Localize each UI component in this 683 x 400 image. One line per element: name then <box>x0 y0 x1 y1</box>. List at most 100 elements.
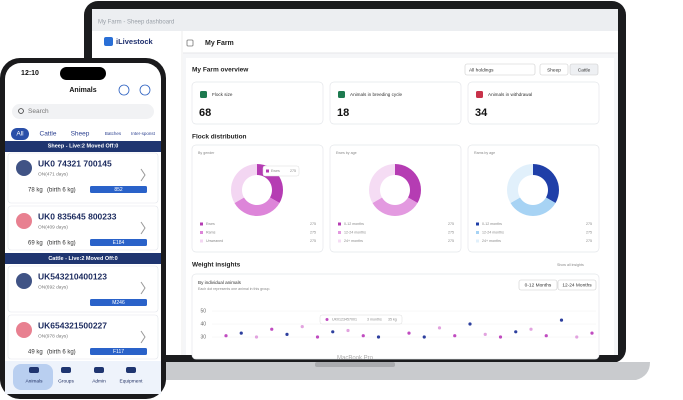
chevron <box>140 221 146 235</box>
animal-weight: 78 kg <box>28 188 43 194</box>
filter-label: Sheep <box>547 67 561 73</box>
legend-value: 275 <box>586 239 592 243</box>
nav-active[interactable] <box>13 364 53 390</box>
group-header-label: Cattle - Live:2 Moved Off:0 <box>48 256 117 262</box>
legend-value: 275 <box>310 230 316 234</box>
tab-label: Sheep <box>71 131 90 138</box>
data-point <box>285 332 289 336</box>
data-point <box>270 327 274 331</box>
search-icon <box>18 108 24 114</box>
tag-pill <box>90 186 147 193</box>
y-tick-label: 40 <box>200 321 206 327</box>
animal-tag: F117 <box>113 349 124 355</box>
legend-value: 275 <box>310 222 316 226</box>
legend-label: 0-12 months <box>344 222 364 226</box>
chevron <box>140 168 146 182</box>
legend-swatch <box>200 239 203 243</box>
legend-swatch <box>476 222 479 226</box>
nav-label: Groups <box>58 378 74 384</box>
legend-swatch <box>338 231 341 234</box>
holdings-select[interactable] <box>464 63 536 76</box>
tag-pill <box>90 299 147 306</box>
phone-title: Animals <box>69 87 96 94</box>
data-point <box>498 335 503 339</box>
group-header <box>5 253 161 264</box>
donut-segment <box>369 164 395 203</box>
data-point <box>315 335 320 339</box>
tab-active[interactable] <box>11 128 29 140</box>
chevron <box>140 330 146 344</box>
nav-icon <box>126 367 136 373</box>
chart-card <box>191 144 324 253</box>
tab-label: All <box>16 131 24 138</box>
sheep-button[interactable] <box>539 63 569 76</box>
kpi-value: 18 <box>337 107 349 119</box>
animal-id: UK0 74321 700145 <box>38 158 112 168</box>
nav-icon <box>94 367 104 373</box>
chart-card <box>329 144 462 253</box>
data-point <box>346 328 350 333</box>
laptop-notch <box>315 362 395 367</box>
sidebar-toggle[interactable] <box>186 39 194 47</box>
chart-title: Rams by age <box>474 151 495 155</box>
cattle-button[interactable] <box>569 63 599 76</box>
data-point <box>224 334 228 338</box>
kpi-card <box>467 81 600 125</box>
nav-icon <box>29 367 39 373</box>
chart-title: By individual animals <box>198 280 242 285</box>
legend-value: 275 <box>310 239 316 243</box>
range-button[interactable] <box>518 279 558 291</box>
legend-label: 0-12 months <box>482 222 502 226</box>
animal-days: ON(692 days) <box>38 284 68 290</box>
nav-icon <box>61 367 71 373</box>
logo-icon <box>104 37 113 46</box>
donut-segment <box>510 197 556 216</box>
tooltip-swatch <box>266 169 269 173</box>
animal-id: UK543210400123 <box>38 271 107 281</box>
legend-swatch <box>200 222 203 226</box>
search-bar[interactable] <box>12 104 154 119</box>
tab-label: Inter-sponst <box>131 131 156 136</box>
data-point <box>437 326 442 330</box>
tab-label: Batches <box>105 131 122 136</box>
window-title: My Farm - Sheep dashboard <box>98 20 174 26</box>
range-label: 0-12 Months <box>525 282 552 288</box>
range-label: 12-24 Months <box>562 282 592 288</box>
animal-id: UK0 835645 800233 <box>38 211 117 221</box>
filter-button[interactable] <box>139 84 151 96</box>
group-header <box>5 141 161 152</box>
window-bar <box>92 9 618 31</box>
nav-label: Admin <box>92 378 106 384</box>
data-point <box>453 334 457 338</box>
animal-weight: 49 kg <box>28 350 43 356</box>
legend-value: 275 <box>448 239 454 243</box>
tooltip <box>319 314 403 325</box>
tag-pill <box>90 239 147 246</box>
page-title: My Farm <box>205 40 234 47</box>
legend-value: 275 <box>586 230 592 234</box>
data-point <box>300 325 304 329</box>
range-button[interactable] <box>557 279 597 291</box>
tooltip-label: Ewes <box>271 169 280 173</box>
animal-days: ON(978 days) <box>38 333 68 339</box>
data-point <box>544 334 548 338</box>
kpi-card <box>191 81 324 125</box>
filter-label: Cattle <box>578 67 591 73</box>
tab-label: Cattle <box>40 131 57 138</box>
data-point <box>407 331 411 335</box>
y-tick-label: 30 <box>200 334 206 340</box>
kpi-icon <box>200 91 207 98</box>
legend-swatch <box>338 239 341 243</box>
donut-segment <box>533 164 560 203</box>
animal-tag: 852 <box>114 187 123 193</box>
kpi-icon <box>476 91 483 98</box>
legend-label: Unweaned <box>206 239 223 243</box>
help-button[interactable] <box>118 84 130 96</box>
animal-icon <box>16 213 32 229</box>
dynamic-island <box>60 67 106 80</box>
donut-segment <box>234 197 280 216</box>
data-point <box>468 322 472 326</box>
legend-value: 275 <box>448 222 454 226</box>
data-point <box>422 335 426 339</box>
